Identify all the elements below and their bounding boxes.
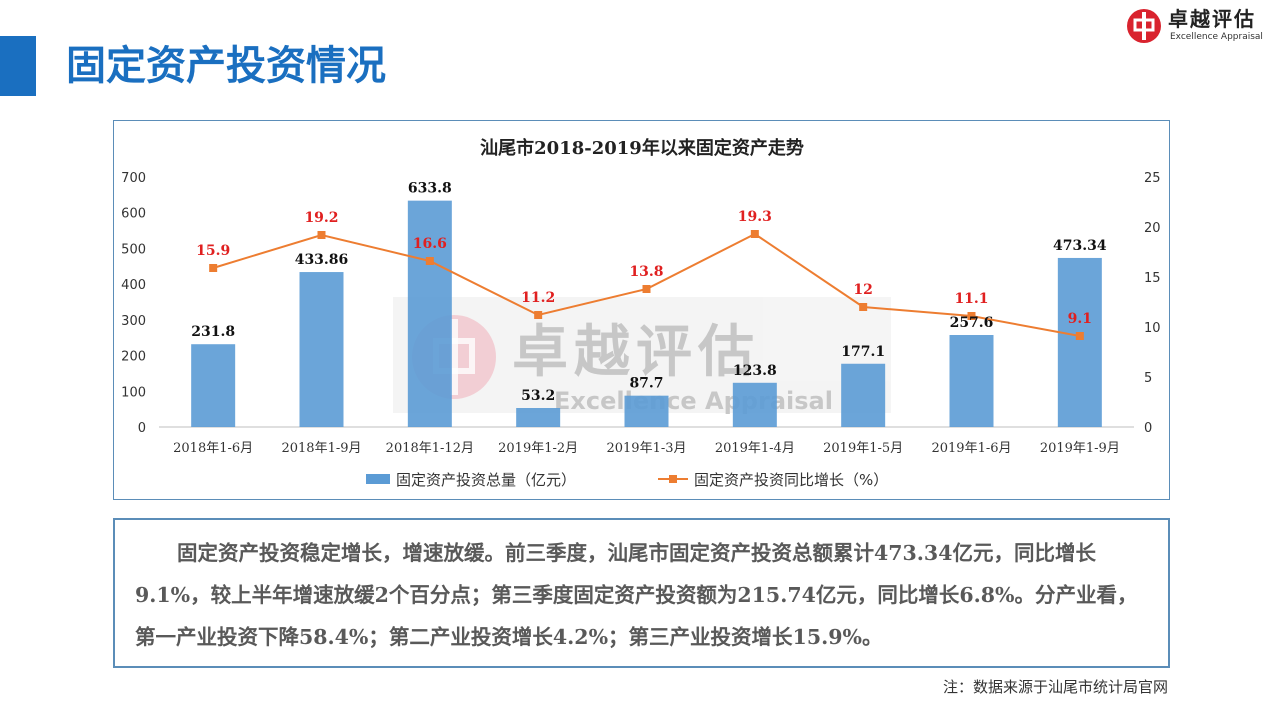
- y-right-tick-label: 25: [1144, 171, 1161, 186]
- y-right-tick-label: 5: [1144, 371, 1152, 386]
- x-tick-label: 2018年1-12月: [386, 441, 474, 456]
- chart-axes: 0 100 200 300 400 500 600 700 0 5 10 15 20 25 2018年1-6…: [121, 171, 1160, 456]
- line-value-label: 16.6: [413, 236, 447, 252]
- bar-value-label: 53.2: [521, 388, 555, 404]
- y-left-tick-label: 100: [121, 385, 146, 400]
- y-left-tick-label: 700: [121, 171, 146, 186]
- bar: [624, 395, 669, 427]
- legend-line-label: 固定资产投资同比增长（%）: [694, 471, 888, 489]
- y-left-tick-label: 300: [121, 314, 146, 329]
- x-tick-label: 2019年1-3月: [606, 441, 686, 456]
- logo-mark-icon: [1127, 9, 1161, 43]
- x-tick-label: 2019年1-4月: [715, 441, 795, 456]
- watermark-text-en: Excellence Appraisal: [554, 387, 833, 415]
- legend-bar-swatch: [366, 474, 390, 484]
- bar: [407, 200, 452, 427]
- company-logo: 卓越评估 Excellence Appraisal: [1126, 6, 1276, 46]
- y-left-tick-label: 500: [121, 242, 146, 257]
- x-tick-label: 2019年1-2月: [498, 441, 578, 456]
- bar: [949, 335, 994, 427]
- y-right-tick-label: 15: [1144, 271, 1161, 286]
- line-point: [642, 285, 651, 293]
- line-point: [534, 311, 543, 319]
- chart-panel: 汕尾市2018-2019年以来固定资产走势 卓越评估 Excellence Ap…: [113, 120, 1170, 500]
- logo-text-en: Excellence Appraisal: [1170, 32, 1263, 42]
- line-point: [859, 303, 868, 311]
- y-right-tick-label: 20: [1144, 221, 1161, 236]
- x-tick-label: 2019年1-5月: [823, 441, 903, 456]
- watermark-text-cn: 卓越评估: [512, 320, 760, 385]
- summary-text: 固定资产投资稳定增长，增速放缓。前三季度，汕尾市固定资产投资总额累计473.34…: [113, 518, 1170, 668]
- line-point: [209, 264, 218, 272]
- chart-title: 汕尾市2018-2019年以来固定资产走势: [480, 137, 804, 159]
- x-tick-label: 2019年1-9月: [1040, 441, 1120, 456]
- legend-bar-label: 固定资产投资总量（亿元）: [396, 471, 576, 489]
- y-left-tick-label: 200: [121, 350, 146, 365]
- line-value-label: 15.9: [196, 243, 230, 259]
- bar: [516, 408, 561, 427]
- y-left-tick-label: 400: [121, 278, 146, 293]
- legend-line-marker: [669, 475, 677, 483]
- line-point: [317, 231, 326, 239]
- bar-value-label: 633.8: [408, 181, 452, 197]
- bar: [191, 344, 236, 427]
- source-note: 注：数据来源于汕尾市统计局官网: [942, 678, 1168, 696]
- y-left-tick-label: 0: [138, 421, 146, 436]
- line-series: [209, 230, 1084, 340]
- line-value-label: 9.1: [1068, 311, 1092, 327]
- chart-legend: 固定资产投资总量（亿元） 固定资产投资同比增长（%）: [366, 471, 888, 489]
- title-accent-bar: [0, 36, 36, 96]
- bar-value-label: 123.8: [733, 363, 777, 379]
- bar: [1057, 257, 1102, 427]
- bar-value-label: 87.7: [629, 376, 663, 392]
- line-value-label: 19.3: [738, 209, 772, 225]
- line-point: [1075, 332, 1084, 340]
- bar-value-label: 433.86: [295, 252, 349, 268]
- bar: [841, 363, 886, 427]
- y-right-tick-label: 0: [1144, 421, 1152, 436]
- bar-value-label: 257.6: [950, 315, 994, 331]
- y-right-tick-label: 10: [1144, 321, 1161, 336]
- bar-value-label: 177.1: [841, 344, 885, 360]
- bar-value-label: 231.8: [191, 324, 235, 340]
- bar-series: [191, 200, 1102, 427]
- bar: [732, 382, 777, 427]
- page-title: 固定资产投资情况: [66, 43, 386, 89]
- bar-value-label: 473.34: [1053, 238, 1107, 254]
- x-tick-label: 2018年1-6月: [173, 441, 253, 456]
- line-point: [967, 312, 976, 320]
- bar: [299, 272, 344, 427]
- line-value-label: 12: [853, 282, 872, 298]
- x-tick-label: 2019年1-6月: [931, 441, 1011, 456]
- line-value-label: 11.2: [521, 290, 555, 306]
- line-value-label: 13.8: [629, 264, 663, 280]
- x-tick-label: 2018年1-9月: [281, 441, 361, 456]
- logo-text-cn: 卓越评估: [1168, 7, 1256, 31]
- line-point: [425, 257, 434, 265]
- line-value-label: 11.1: [954, 291, 988, 307]
- line-value-label: 19.2: [304, 210, 338, 226]
- y-left-tick-label: 600: [121, 207, 146, 222]
- watermark: 卓越评估 Excellence Appraisal: [393, 297, 891, 415]
- data-labels: 231.8 433.86 633.8 53.2 87.7 123.8 177.1 257.6 4…: [191, 181, 1107, 404]
- combo-chart: 汕尾市2018-2019年以来固定资产走势 卓越评估 Excellence Ap…: [121, 137, 1160, 489]
- line-point: [750, 230, 759, 238]
